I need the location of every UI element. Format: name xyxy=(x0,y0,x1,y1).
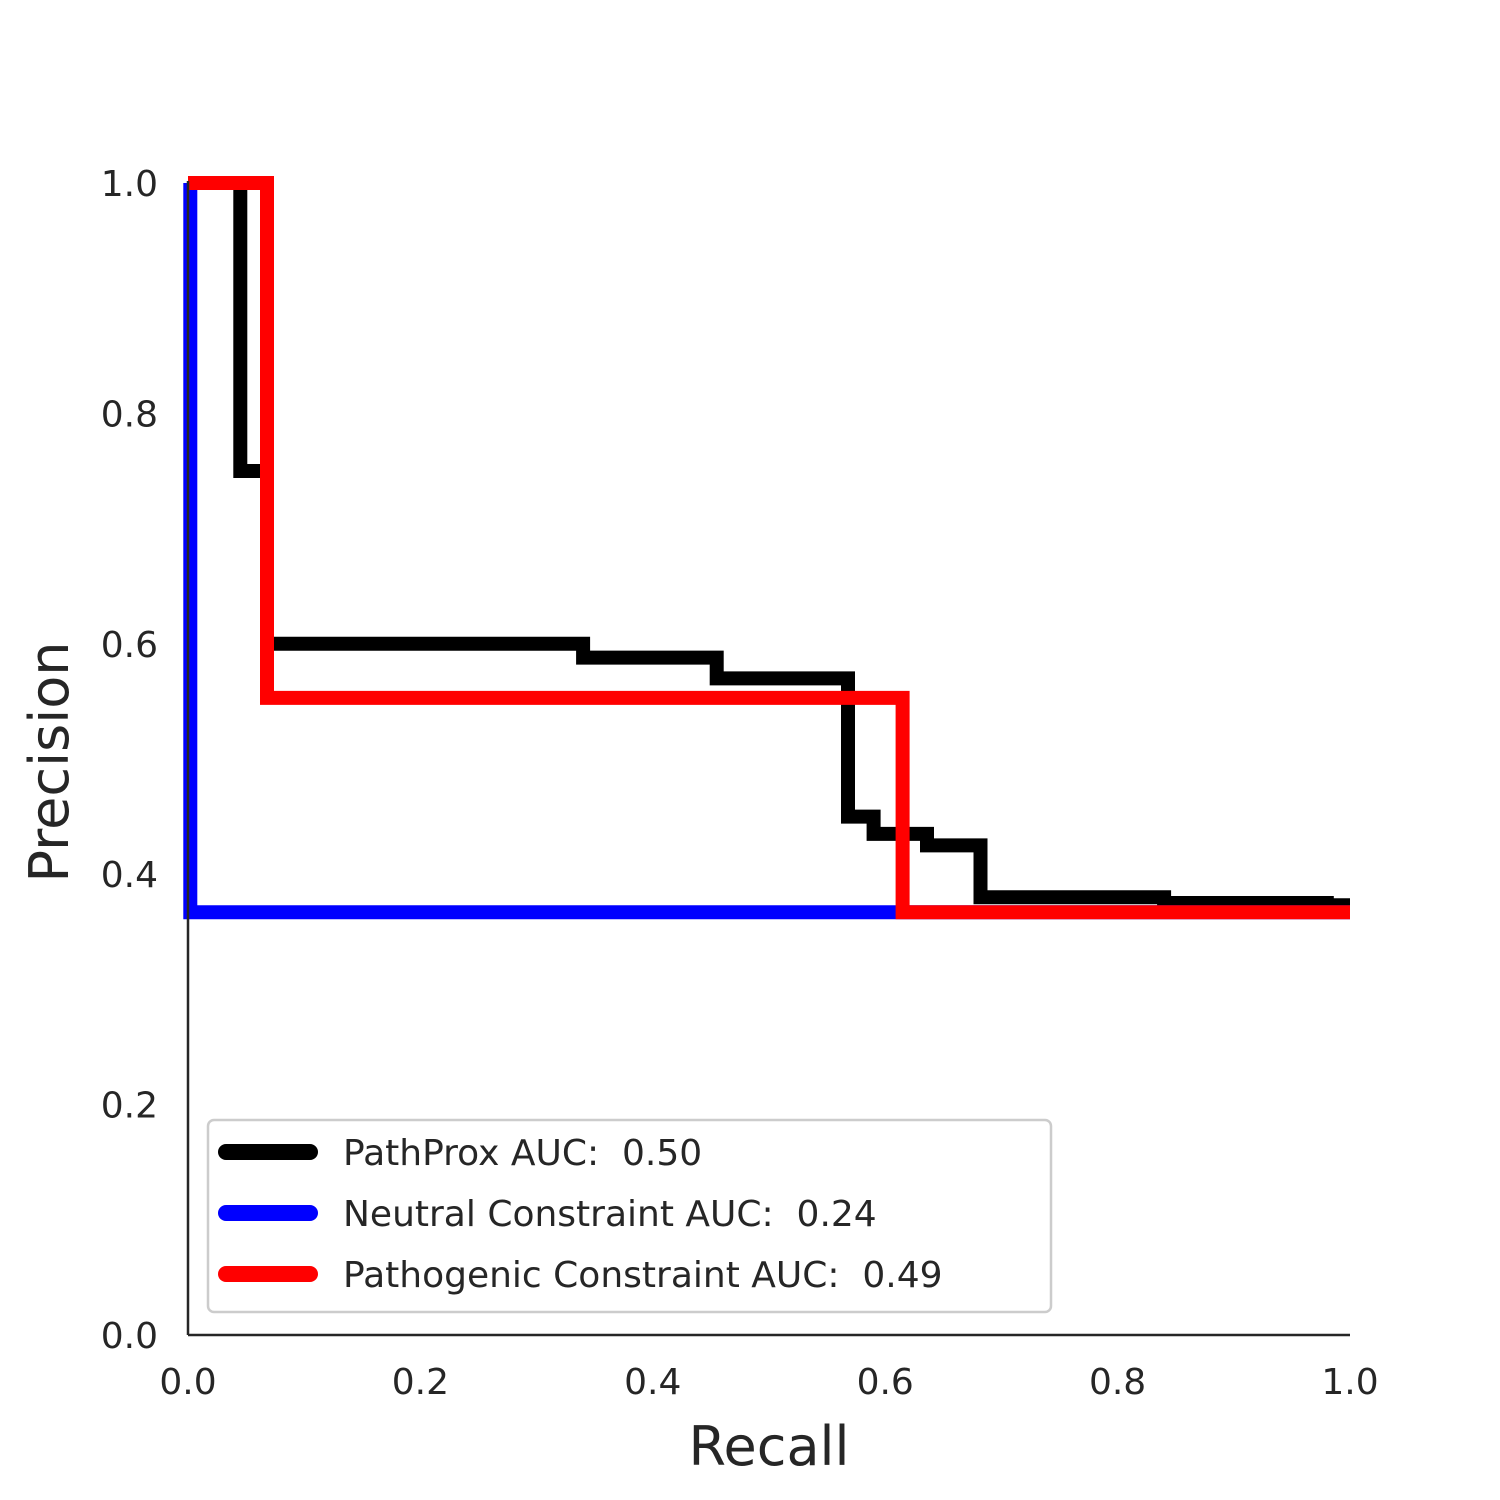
legend: PathProx AUC: 0.50 Neutral Constraint AUC… xyxy=(206,1118,1053,1314)
x-tick-label: 0.4 xyxy=(624,1362,681,1403)
y-axis-label: Precision xyxy=(18,642,81,883)
legend-entries: PathProx AUC: 0.50 Neutral Constraint AUC… xyxy=(218,1133,943,1296)
y-tick-label: 0.2 xyxy=(101,1086,158,1127)
x-tick-label: 0.6 xyxy=(857,1362,914,1403)
legend-label-2: Pathogenic Constraint AUC: 0.49 xyxy=(343,1255,943,1296)
y-tick-labels: 0.0 0.2 0.4 0.6 0.8 1.0 xyxy=(101,164,158,1357)
x-axis-label: Recall xyxy=(688,1415,849,1478)
series-line-2 xyxy=(188,176,1350,920)
y-tick-label: 0.0 xyxy=(101,1316,158,1357)
series-layer xyxy=(183,176,1350,920)
legend-label-1: Neutral Constraint AUC: 0.24 xyxy=(343,1194,877,1235)
legend-frame xyxy=(206,1118,1053,1314)
legend-label-0: PathProx AUC: 0.50 xyxy=(343,1133,702,1174)
x-tick-label: 0.8 xyxy=(1089,1362,1146,1403)
y-tick-label: 1.0 xyxy=(101,164,158,205)
y-tick-label: 0.8 xyxy=(101,394,158,435)
x-tick-label: 0.2 xyxy=(392,1362,449,1403)
x-tick-labels: 0.0 0.2 0.4 0.6 0.8 1.0 xyxy=(159,1362,1378,1403)
y-tick-label: 0.6 xyxy=(101,625,158,666)
x-tick-label: 0.0 xyxy=(159,1362,216,1403)
x-tick-label: 1.0 xyxy=(1321,1362,1378,1403)
y-tick-label: 0.4 xyxy=(101,855,158,896)
